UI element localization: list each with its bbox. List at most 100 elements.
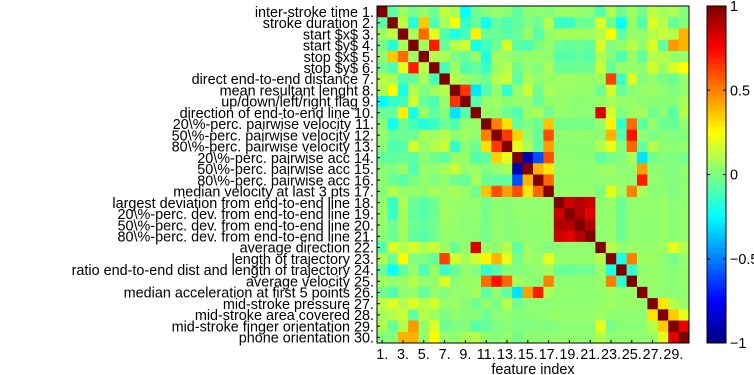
heatmap-cell [397, 163, 409, 175]
heatmap-cell [626, 163, 638, 175]
heatmap-cell [605, 320, 617, 333]
heatmap-cell [470, 320, 482, 333]
heatmap-cell [512, 84, 523, 97]
heatmap-cell [595, 331, 607, 344]
heatmap-cell [470, 140, 482, 153]
heatmap-cell [533, 50, 544, 63]
heatmap-cell [657, 275, 669, 288]
heatmap-cell [377, 309, 388, 321]
heatmap-cell [449, 309, 461, 321]
heatmap-cell [418, 309, 430, 321]
heatmap-cell [543, 140, 555, 153]
heatmap-cell [470, 129, 482, 142]
heatmap-cell [501, 107, 513, 119]
heatmap-cell [449, 39, 461, 52]
heatmap-cell [668, 129, 679, 142]
heatmap-cell [605, 39, 617, 52]
heatmap-cell [397, 140, 409, 153]
colorbar-segment [707, 179, 726, 186]
heatmap-cell [387, 320, 399, 333]
heatmap-cell [491, 95, 503, 108]
heatmap-cell [397, 17, 409, 29]
heatmap-cell [522, 152, 534, 164]
heatmap-cell [585, 331, 596, 344]
heatmap-cell [470, 73, 482, 86]
heatmap-cell [449, 264, 461, 276]
heatmap-cell [418, 196, 430, 209]
heatmap-cell [543, 17, 555, 29]
heatmap-cell [501, 73, 513, 86]
heatmap-cell [553, 185, 565, 198]
heatmap-cell [429, 230, 440, 243]
heatmap-cell [626, 185, 638, 198]
colorbar-segment [707, 111, 726, 117]
heatmap-cell [585, 140, 596, 153]
heatmap-cell [408, 309, 419, 321]
heatmap-cell [605, 73, 617, 86]
heatmap-cell [564, 174, 575, 187]
heatmap-cell [491, 286, 503, 299]
heatmap-cell [501, 286, 513, 299]
heatmap-cell [564, 129, 575, 142]
heatmap-cell [657, 95, 669, 108]
heatmap-cell [460, 152, 471, 164]
heatmap-cell [605, 253, 617, 265]
heatmap-cell [637, 331, 648, 344]
heatmap-cell [501, 230, 513, 243]
heatmap-cell [501, 219, 513, 232]
heatmap-cell [533, 174, 544, 187]
heatmap-cell [585, 50, 596, 63]
colorbar-tick-label: −0.5 [730, 252, 754, 268]
heatmap-cell [522, 50, 534, 63]
heatmap-cell [533, 241, 544, 254]
colorbar-segment [707, 221, 726, 228]
heatmap-cell [522, 39, 534, 52]
heatmap-cell [439, 73, 451, 86]
heatmap-cell [574, 208, 586, 220]
colorbar-segment [707, 316, 726, 323]
row-label: 80\%-perc. pairwise acc 16. [197, 173, 374, 189]
heatmap-cell [418, 118, 430, 130]
heatmap-cell [626, 298, 638, 310]
heatmap-cell [553, 39, 565, 52]
heatmap-cell [439, 152, 451, 164]
heatmap-cell [543, 298, 555, 310]
heatmap-cell [585, 163, 596, 175]
heatmap-cell [377, 152, 388, 164]
heatmap-cell [429, 107, 440, 119]
heatmap-frame [376, 5, 690, 344]
heatmap-cell [408, 320, 419, 333]
heatmap-cell [647, 208, 659, 220]
heatmap-cell [574, 230, 586, 243]
heatmap-cell [678, 107, 690, 119]
colorbar-segment [707, 37, 726, 44]
heatmap-cell [647, 6, 659, 18]
heatmap-cell [522, 174, 534, 187]
heatmap-cell [637, 174, 648, 187]
heatmap-cell [595, 174, 607, 187]
heatmap-cell [668, 275, 679, 288]
heatmap-cell [616, 208, 627, 220]
heatmap-cell [491, 129, 503, 142]
heatmap-cell [408, 298, 419, 310]
row-label: median velocity at last 3 pts 17. [173, 185, 374, 201]
x-axis-ticks: 1. 3. 5. 7. 9. 11. 13. 15. 17. 19. 21. 23. 25. 27. 29. [376, 340, 683, 363]
heatmap-cell [501, 118, 513, 130]
heatmap-cell [397, 241, 409, 254]
heatmap-cell [647, 107, 659, 119]
heatmap-cell [678, 208, 690, 220]
heatmap-cell [564, 219, 575, 232]
heatmap-cell [678, 298, 690, 310]
heatmap-cell [481, 73, 492, 86]
heatmap-cell [533, 196, 544, 209]
heatmap-cell [543, 6, 555, 18]
heatmap-cell [522, 309, 534, 321]
heatmap-cell [626, 230, 638, 243]
heatmap-cell [397, 219, 409, 232]
heatmap-cell [491, 264, 503, 276]
heatmap-cell [491, 152, 503, 164]
heatmap-cell [553, 320, 565, 333]
heatmap-cell [512, 320, 523, 333]
heatmap-cell [657, 185, 669, 198]
heatmap-cell [501, 17, 513, 29]
